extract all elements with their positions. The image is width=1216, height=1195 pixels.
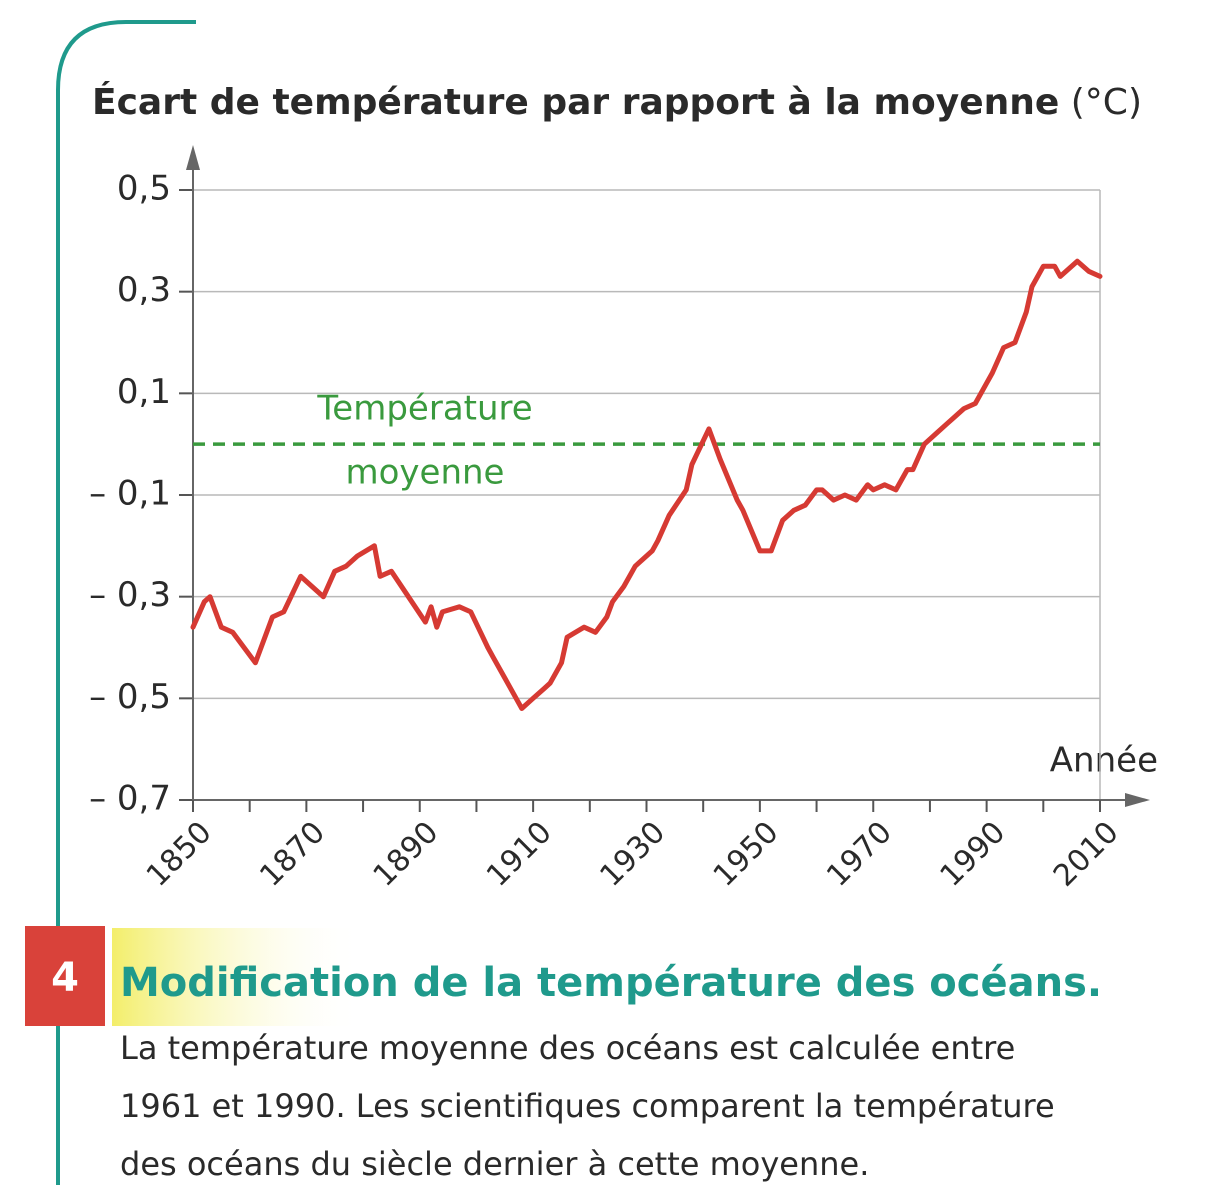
caption-title: Modification de la température des océan…: [120, 960, 1102, 1006]
annotation: Température: [316, 389, 532, 429]
caption-number: 4: [51, 955, 79, 1001]
y-arrow: [186, 145, 200, 170]
y-tick-label: 0,5: [117, 169, 171, 209]
caption-bg: [112, 928, 362, 1026]
x-tick-label: 2010: [1047, 815, 1126, 894]
annotation: moyenne: [346, 453, 505, 493]
caption-line: des océans du siècle dernier à cette moy…: [120, 1145, 869, 1183]
y-tick-label: 0,1: [117, 372, 171, 412]
x-tick-label: 1870: [253, 815, 332, 894]
unit: (°C): [1071, 82, 1142, 123]
y-tick-label: – 0,1: [89, 474, 171, 514]
x-arrow: [1125, 793, 1150, 807]
x-tick-label: 1850: [140, 815, 219, 894]
caption-line: 1961 et 1990. Les scientifiques comparen…: [120, 1087, 1055, 1125]
caption-badge: [25, 926, 105, 1026]
chart-title: Écart de température par rapport à la mo…: [92, 81, 1142, 123]
x-tick-label: 1950: [707, 815, 786, 894]
title-text: Écart de température par rapport à la mo…: [92, 81, 1059, 123]
x-tick-label: 1990: [934, 815, 1013, 894]
x-tick-label: 1930: [593, 815, 672, 894]
y-tick-label: 0,3: [117, 270, 171, 310]
y-tick-label: – 0,3: [89, 575, 171, 615]
y-tick-label: – 0,5: [89, 677, 171, 717]
caption-line: La température moyenne des océans est ca…: [120, 1029, 1015, 1067]
x-tick-label: 1890: [367, 815, 446, 894]
y-tick-label: – 0,7: [89, 779, 171, 819]
frame-border: [56, 20, 196, 1185]
x-tick-label: 1910: [480, 815, 559, 894]
data-line: [190, 258, 1103, 711]
x-axis-label: Année: [1050, 741, 1158, 781]
x-tick-label: 1970: [820, 815, 899, 894]
